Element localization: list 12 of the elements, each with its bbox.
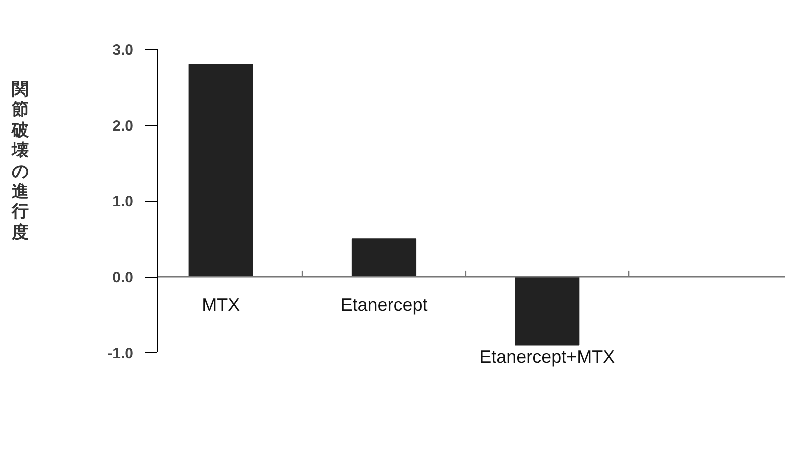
y-tick-label: 1.0 [112,194,134,211]
bar [352,238,417,278]
y-tick-label: -1.0 [108,345,134,362]
x-tick-label: MTX [202,295,240,316]
bar [188,64,254,278]
x-tick-label: Etanercept [340,295,428,316]
x-tick-label: Etanercept+MTX [480,347,616,368]
bar [515,276,580,346]
y-tick-label: 3.0 [112,42,134,59]
y-tick-label: 0.0 [112,270,134,287]
y-axis-title: 関節破壊の進行度 [12,80,29,244]
y-tick-label: 2.0 [112,118,134,135]
